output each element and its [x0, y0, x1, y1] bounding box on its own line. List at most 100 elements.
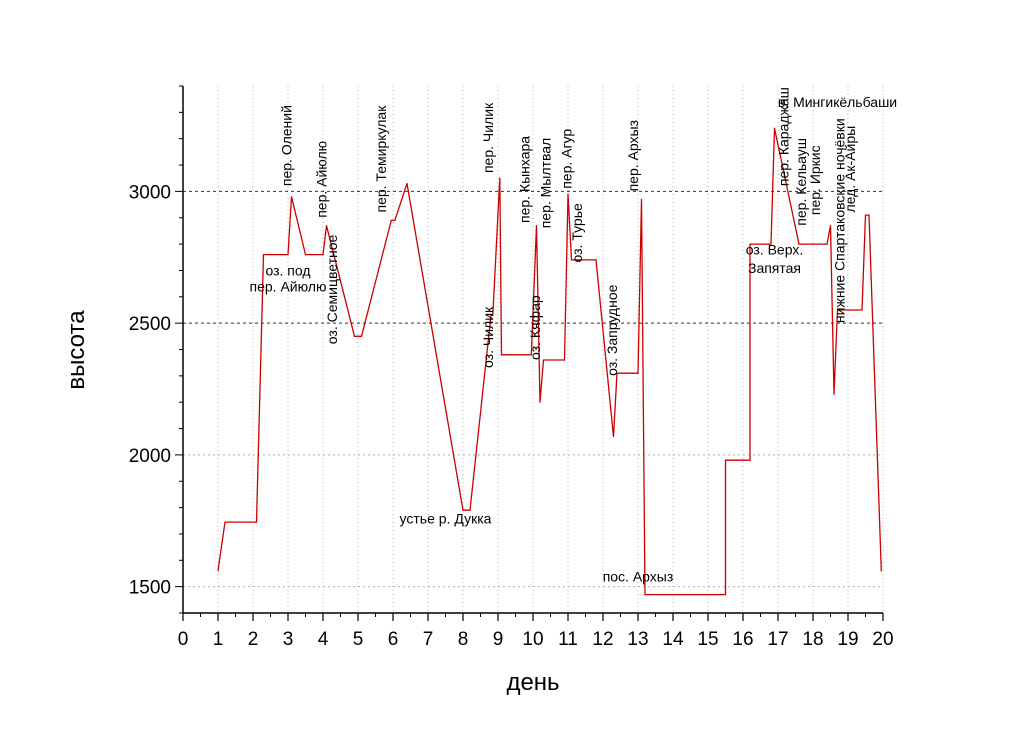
x-tick-label: 2 — [248, 629, 259, 650]
data-point — [535, 225, 538, 227]
data-point — [773, 127, 776, 129]
annotation-label: пер. Кельауш — [793, 138, 809, 226]
annotation-label: оз. под — [265, 263, 310, 279]
data-point — [304, 254, 307, 256]
annotation-label: пер. Мылтвал — [537, 138, 553, 228]
annotation-label: оз. Верх. — [746, 242, 803, 258]
data-point — [749, 459, 751, 461]
x-tick-label: 11 — [558, 629, 578, 650]
data-point — [492, 314, 494, 316]
x-tick-label: 8 — [458, 629, 469, 650]
annotation-label: пер. Караджаш — [776, 87, 792, 186]
annotation-label: устье р. Дукка — [400, 510, 492, 526]
y-tick-label: 1500 — [129, 578, 171, 599]
data-point — [829, 225, 832, 227]
data-point — [826, 243, 828, 245]
data-point — [612, 435, 615, 438]
data-point — [563, 359, 566, 361]
annotation-label: лед. Ак-Айры — [842, 126, 858, 213]
series-line — [217, 128, 882, 596]
data-point — [644, 593, 646, 596]
x-tick-label: 9 — [493, 629, 504, 650]
data-point — [315, 254, 317, 256]
annotation-label: пер. Чилик — [480, 102, 496, 173]
x-tick-label: 14 — [662, 629, 684, 650]
data-point — [868, 214, 870, 216]
ticks-layer: 0 1 2 3 4 5 6 7 8 9 10 11 12 13 14 15 16 17 18 19 2015002000… — [129, 85, 894, 650]
annotation-label: Запятая — [748, 260, 801, 276]
data-point — [500, 354, 503, 356]
data-point — [567, 193, 569, 195]
data-point — [724, 459, 727, 461]
data-point — [770, 243, 772, 245]
data-point — [574, 259, 576, 261]
annotation-label: нижние Спартаковские ночёвки — [832, 118, 848, 323]
annotation-label: пер. Архыз — [625, 120, 641, 191]
data-point — [616, 372, 618, 374]
data-point — [530, 354, 532, 356]
series-layer — [217, 127, 882, 596]
annotation-label: оз. Турье — [569, 203, 585, 263]
data-point — [290, 196, 293, 198]
y-tick-label: 2500 — [129, 314, 171, 335]
x-tick-label: 13 — [627, 629, 648, 650]
data-point — [864, 214, 867, 216]
annotation-label: пер. Агур — [558, 129, 574, 189]
data-point — [469, 509, 471, 511]
x-tick-label: 10 — [522, 629, 543, 650]
x-tick-label: 4 — [318, 629, 329, 650]
data-point — [353, 335, 356, 337]
y-tick-label: 3000 — [129, 182, 171, 203]
annotation-label: пер. Иркис — [807, 145, 823, 215]
data-point — [833, 393, 835, 395]
x-tick-label: 0 — [178, 629, 189, 650]
x-tick-label: 15 — [697, 629, 718, 650]
data-point — [840, 309, 842, 311]
data-point — [406, 182, 408, 185]
annotation-label: в. Мингикёльбаши — [778, 94, 897, 110]
y-axis-title: высота — [63, 310, 90, 390]
x-tick-label: 5 — [353, 629, 364, 650]
annotation-label: пер. Айюлю — [250, 279, 327, 295]
data-point — [570, 259, 573, 261]
x-tick-label: 18 — [802, 629, 823, 650]
x-tick-label: 12 — [592, 629, 613, 650]
y-tick-label: 2000 — [129, 446, 171, 467]
data-point — [724, 593, 727, 596]
data-point — [640, 198, 643, 200]
x-tick-label: 19 — [837, 629, 858, 650]
data-point — [637, 372, 639, 374]
data-point — [490, 314, 492, 316]
data-point — [654, 593, 657, 596]
data-point — [322, 254, 324, 256]
x-tick-label: 7 — [423, 629, 434, 650]
data-point — [749, 243, 751, 245]
data-point — [462, 509, 464, 511]
annotation-label: оз. Семицветное — [324, 234, 340, 344]
data-point — [539, 401, 541, 403]
data-point — [595, 259, 597, 261]
data-point — [880, 570, 882, 572]
data-point — [287, 254, 289, 256]
data-point — [542, 359, 545, 361]
x-tick-label: 17 — [767, 629, 788, 650]
data-point — [801, 243, 804, 245]
data-point — [224, 521, 226, 523]
data-point — [262, 254, 265, 256]
annotation-label: пер. Олений — [279, 105, 295, 186]
data-point — [390, 219, 392, 221]
data-point — [217, 570, 219, 572]
x-tick-label: 1 — [213, 629, 224, 650]
x-tick-label: 3 — [283, 629, 294, 650]
data-point — [360, 335, 363, 337]
data-point — [325, 225, 328, 227]
x-tick-label: 20 — [872, 629, 893, 650]
data-point — [798, 243, 800, 245]
x-tick-label: 16 — [732, 629, 753, 650]
data-point — [507, 354, 510, 356]
annotation-label: оз. Запрудное — [604, 284, 620, 376]
annotation-label: пер. Айюлю — [313, 141, 329, 218]
annotation-label: пер. Кынхара — [517, 136, 533, 223]
annotation-label: оз. Чилик — [480, 306, 496, 368]
